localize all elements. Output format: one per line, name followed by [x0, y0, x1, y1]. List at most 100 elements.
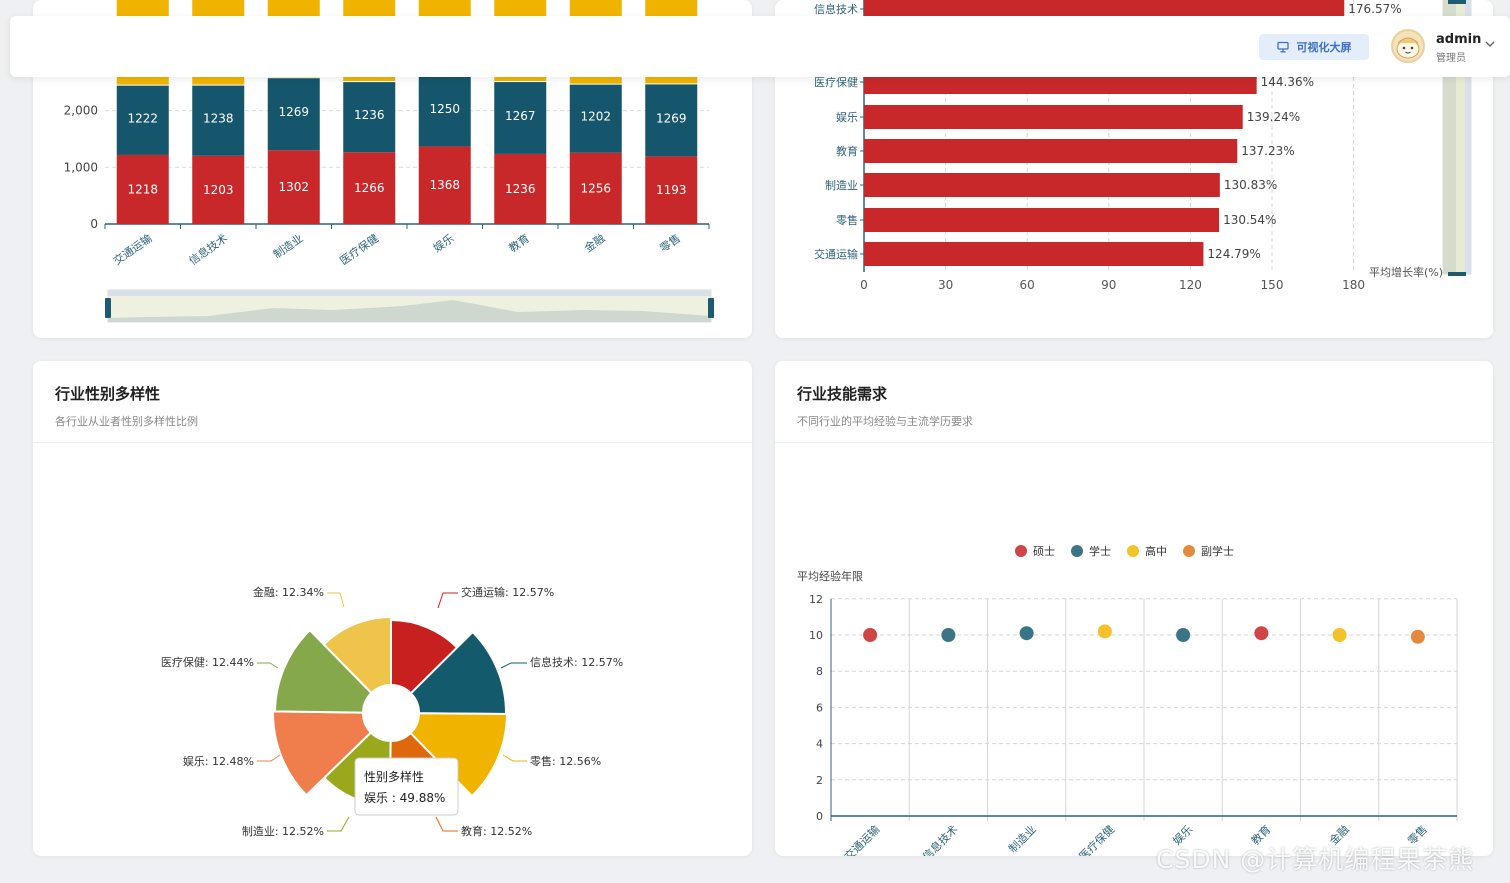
y-tick-label: 交通运输: [814, 247, 858, 261]
pie-label: 教育: 12.52%: [461, 824, 532, 838]
zoom-slider-preview: [108, 300, 711, 322]
x-tick-label: 娱乐: [430, 231, 456, 255]
pie-label: 交通运输: 12.57%: [461, 585, 554, 599]
pie-label-line: [502, 754, 527, 762]
legend-label: 副学士: [1201, 544, 1234, 558]
zoom-slider-bar: [108, 290, 711, 296]
axis-name: 平均增长率(%): [1369, 265, 1443, 279]
y-tick-label: 娱乐: [836, 110, 858, 124]
gender-diversity-header: 行业性别多样性 各行业从业者性别多样性比例: [33, 361, 752, 443]
x-tick-label: 120: [1179, 278, 1202, 292]
y-tick-label: 2,000: [64, 104, 98, 118]
y-tick-label: 2: [816, 774, 823, 787]
bar-bottom-segment: [418, 146, 471, 224]
zoom-handle-bottom: [1448, 272, 1466, 276]
y-tick-label: 12: [809, 593, 823, 606]
y-tick-label: 信息技术: [814, 2, 858, 16]
bar-data-label: 1269: [278, 105, 309, 119]
bar: [864, 208, 1220, 232]
pie-slice: [409, 712, 509, 798]
scatter-point: [1332, 628, 1347, 642]
user-role: 管理员: [1436, 53, 1466, 64]
legend-marker: [1127, 545, 1139, 557]
bar-data-label: 1302: [278, 180, 309, 194]
pie-label-line: [327, 592, 345, 608]
scatter-point: [1097, 624, 1112, 639]
bar-middle-segment: [418, 75, 471, 147]
bar-bottom-segment: [192, 155, 245, 224]
user-avatar[interactable]: [1391, 29, 1425, 63]
x-tick-label: 30: [938, 278, 953, 292]
bar: [864, 139, 1238, 163]
x-tick-label: 交通运输: [110, 231, 154, 268]
bar-bottom-segment: [569, 152, 622, 224]
card-subtitle: 不同行业的平均经验与主流学历要求: [797, 415, 973, 428]
bar-data-label: 1250: [429, 102, 460, 116]
pie-slice: [390, 618, 459, 695]
bar-middle-segment: [494, 82, 547, 154]
gender-diversity-card: 行业性别多样性 各行业从业者性别多样性比例 交通运输: 12.57% 信息技术: …: [33, 361, 752, 856]
legend-marker: [1183, 545, 1195, 557]
big-screen-button[interactable]: 可视化大屏: [1259, 34, 1369, 60]
bar-data-label: 1267: [505, 109, 536, 123]
bar-middle-segment: [267, 78, 320, 151]
x-tick-label: 教育: [506, 231, 532, 255]
bar-bottom-segment: [494, 153, 547, 224]
y-tick-label: 教育: [836, 144, 858, 158]
zoom-handle-top: [1448, 0, 1466, 4]
bar-data-label: 130.54%: [1223, 213, 1276, 227]
pie-label: 零售: 12.56%: [530, 754, 601, 768]
x-tick-label: 交通运输: [841, 822, 882, 856]
chevron-down-icon[interactable]: [1484, 38, 1496, 50]
legend-label: 学士: [1089, 544, 1111, 558]
y-tick-label: 1,000: [64, 160, 98, 174]
bar-data-label: 1193: [656, 183, 687, 197]
zoom-handle-right: [708, 298, 714, 318]
bar-bottom-segment: [116, 154, 169, 224]
tooltip-value: 娱乐 : 49.88%: [364, 791, 445, 805]
pie-label-line: [257, 754, 281, 762]
tooltip-box: [354, 757, 459, 816]
bar-data-label: 1203: [203, 183, 234, 197]
card-title: 行业技能需求: [797, 385, 888, 403]
avatar-face-icon: [1396, 37, 1420, 59]
bar: [864, 242, 1204, 266]
pie-slice: [272, 710, 373, 797]
bar-data-label: 137.23%: [1241, 144, 1294, 158]
bar-data-label: 176.57%: [1348, 2, 1401, 16]
x-tick-label: 医疗保健: [1076, 822, 1117, 856]
bar: [864, 173, 1220, 197]
legend-marker: [1071, 545, 1083, 557]
pie-label-line: [435, 816, 458, 832]
x-tick-label: 金融: [581, 231, 607, 255]
x-tick-label: 0: [860, 278, 868, 292]
monitor-icon: [1276, 41, 1289, 53]
bar-data-label: 1222: [127, 111, 158, 125]
bar-middle-segment: [343, 82, 396, 153]
tooltip-title: 性别多样性: [364, 769, 424, 784]
y-tick-label: 0: [90, 217, 98, 231]
x-tick-label: 制造业: [1006, 822, 1039, 855]
pie-slice: [409, 630, 507, 716]
bar-data-label: 124.79%: [1207, 247, 1260, 261]
zoom-handle-left: [105, 298, 111, 318]
legend-label: 高中: [1145, 544, 1167, 558]
skill-demand-scatter-chart: 硕士 学士 高中 副学士平均经验年限024681012交通运输 信息技术 制造业 医疗保健娱…: [797, 544, 1458, 856]
pie-label-line: [500, 662, 527, 669]
x-tick-label: 信息技术: [186, 231, 230, 268]
pie-label: 娱乐: 12.48%: [183, 754, 254, 768]
pie-label-line: [327, 816, 350, 832]
y-tick-label: 10: [809, 629, 823, 642]
y-tick-label: 6: [816, 701, 823, 714]
user-name[interactable]: admin: [1436, 32, 1482, 47]
zoom-slider-bar: [1465, 0, 1471, 274]
legend-label: 硕士: [1033, 545, 1055, 558]
y-tick-label: 医疗保健: [814, 75, 858, 89]
pie-label-line: [437, 592, 458, 609]
scatter-point: [941, 628, 956, 642]
skill-demand-header: 行业技能需求 不同行业的平均经验与主流学历要求: [775, 361, 1493, 443]
y-tick-label: 0: [816, 810, 823, 823]
pie-slice: [273, 628, 373, 714]
top-header-bar: 可视化大屏 admin 管理员: [10, 16, 1510, 77]
y-tick-label: 零售: [836, 213, 858, 227]
